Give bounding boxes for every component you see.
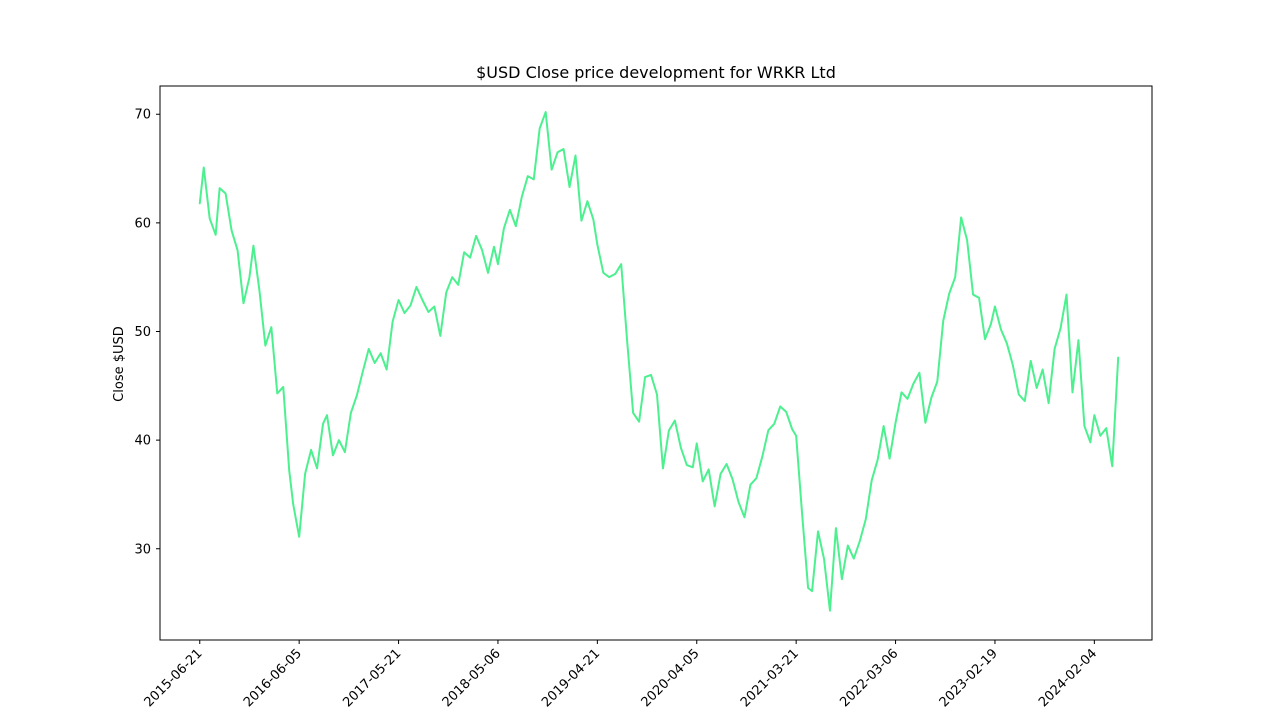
chart-title: $USD Close price development for WRKR Lt… — [476, 63, 836, 82]
series-line — [198, 111, 1120, 612]
y-tick-label: 40 — [134, 434, 151, 449]
y-tick-label: 60 — [134, 216, 151, 231]
y-tick-label: 30 — [134, 542, 151, 557]
plot-area — [198, 111, 1120, 612]
y-tick-label: 50 — [134, 325, 151, 340]
axes-frame — [159, 85, 1153, 641]
y-tick-label: 70 — [134, 108, 151, 123]
y-axis-label: Close $USD — [112, 326, 127, 402]
y-axis: 30 40 50 60 70 — [134, 108, 160, 557]
